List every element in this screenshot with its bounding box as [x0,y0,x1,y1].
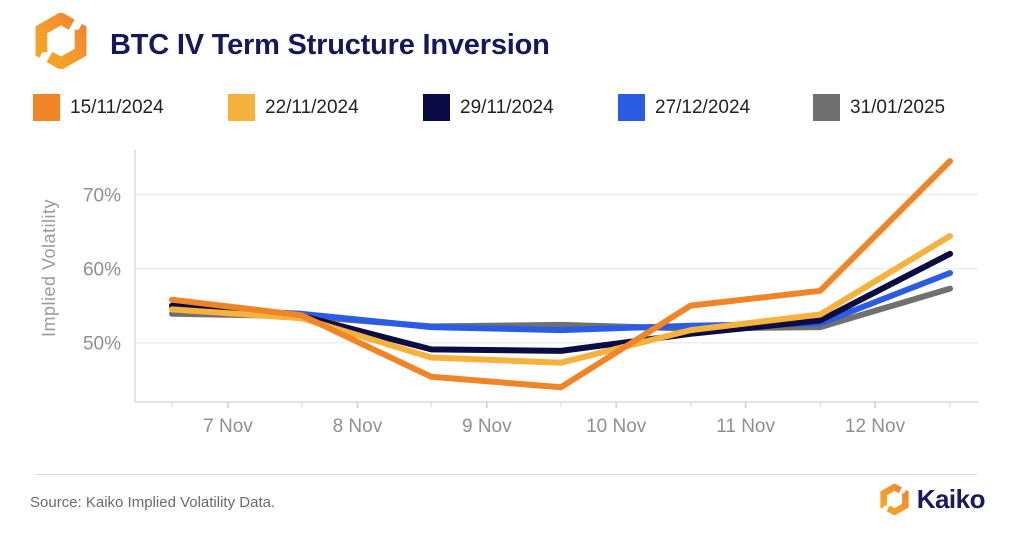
kaiko-brand-lockup: Kaiko [879,484,986,515]
iv-term-structure-chart: 50% 60% 70% 7 Nov 8 Nov 9 Nov 10 Nov 11 Nov 12 N… [0,140,1012,450]
x-tick-label: 10 Nov [586,416,647,437]
y-tick-label: 70% [83,185,121,206]
legend-item: 27/12/2024 [618,94,813,121]
legend-swatch [813,94,840,121]
legend-label: 15/11/2024 [70,96,164,118]
source-note: Source: Kaiko Implied Volatility Data. [30,494,276,511]
legend-item: 15/11/2024 [33,94,228,121]
footer-divider [35,474,977,475]
legend-swatch [33,94,60,121]
legend-label: 27/12/2024 [655,96,751,118]
series-line-15/11/2024 [169,158,953,391]
x-tick-label: 8 Nov [333,416,383,437]
legend-swatch [228,94,255,121]
legend-item: 29/11/2024 [423,94,618,121]
chart-legend: 15/11/2024 22/11/2024 29/11/2024 27/12/2… [33,94,1008,121]
series-line-22/11/2024 [169,233,953,366]
kaiko-logo-icon [35,13,87,69]
x-tick-label: 11 Nov [716,416,775,437]
x-tick-label: 9 Nov [462,416,512,437]
page-title: BTC IV Term Structure Inversion [110,29,550,61]
legend-label: 31/01/2025 [850,96,946,118]
legend-swatch [618,94,645,121]
legend-label: 22/11/2024 [265,96,359,118]
kaiko-brand-name: Kaiko [916,484,986,514]
legend-label: 29/11/2024 [460,96,554,118]
y-tick-label: 50% [83,334,121,355]
x-tick-label: 7 Nov [203,416,253,437]
kaiko-logo-icon [880,484,909,515]
legend-item: 22/11/2024 [228,94,423,121]
legend-swatch [423,94,450,121]
y-axis-title: Implied Volatility [39,199,59,337]
legend-item: 31/01/2025 [813,94,1008,121]
x-tick-label: 12 Nov [845,416,906,437]
y-tick-label: 60% [83,260,121,281]
